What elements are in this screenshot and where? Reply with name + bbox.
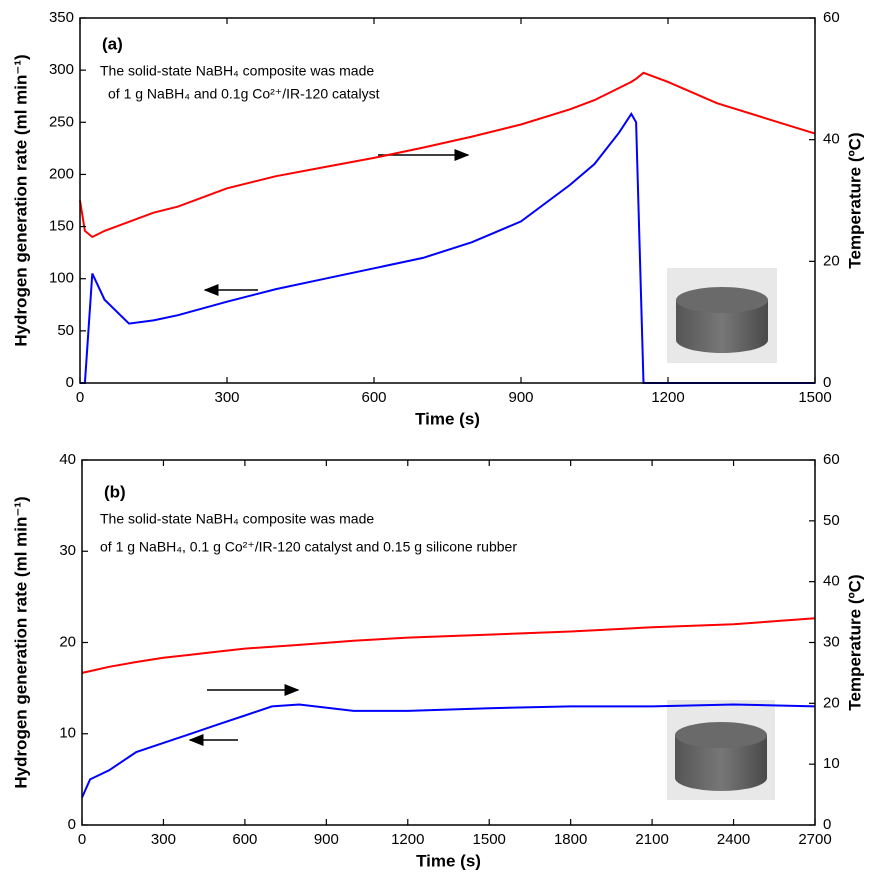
y2-tick-label: 0 xyxy=(823,374,831,391)
y-tick-label: 0 xyxy=(68,816,76,833)
x-tick-label: 600 xyxy=(361,389,386,406)
y2-axis-title: Temperature (ºC) xyxy=(845,574,864,710)
y2-tick-label: 10 xyxy=(823,755,840,772)
x-tick-label: 2700 xyxy=(798,831,831,848)
y2-tick-label: 0 xyxy=(823,816,831,833)
y-axis-title: Hydrogen generation rate (ml min⁻¹) xyxy=(11,54,30,346)
x-tick-label: 300 xyxy=(151,831,176,848)
y-tick-label: 30 xyxy=(59,542,76,559)
y2-tick-label: 40 xyxy=(823,573,840,590)
y2-tick-label: 60 xyxy=(823,451,840,468)
annotation: of 1 g NaBH₄ and 0.1g Co²⁺/IR-120 cataly… xyxy=(108,86,380,102)
x-tick-label: 900 xyxy=(508,389,533,406)
y2-tick-label: 20 xyxy=(823,694,840,711)
y-tick-label: 0 xyxy=(66,374,74,391)
data-line xyxy=(81,617,816,674)
x-tick-label: 0 xyxy=(78,831,86,848)
photo-inset xyxy=(667,268,777,363)
x-tick-label: 1200 xyxy=(391,831,424,848)
y2-tick-label: 20 xyxy=(823,252,840,269)
data-line xyxy=(81,703,816,799)
plot-frame xyxy=(79,17,816,384)
y2-tick-label: 50 xyxy=(823,512,840,529)
x-tick-label: 900 xyxy=(314,831,339,848)
y-tick-label: 200 xyxy=(49,165,74,182)
y-tick-label: 20 xyxy=(59,633,76,650)
x-tick-label: 1500 xyxy=(473,831,506,848)
annotation: The solid-state NaBH₄ composite was made xyxy=(100,63,374,79)
x-tick-label: 1800 xyxy=(554,831,587,848)
y2-tick-label: 40 xyxy=(823,131,840,148)
y-tick-label: 350 xyxy=(49,9,74,26)
x-tick-label: 1200 xyxy=(651,389,684,406)
panel-label: (b) xyxy=(104,482,126,501)
annotation: The solid-state NaBH₄ composite was made xyxy=(100,511,374,527)
photo-inset xyxy=(667,700,775,800)
x-tick-label: 2100 xyxy=(635,831,668,848)
y2-tick-label: 30 xyxy=(823,633,840,650)
x-axis-title: Time (s) xyxy=(415,409,480,428)
x-tick-label: 300 xyxy=(214,389,239,406)
y-tick-label: 250 xyxy=(49,113,74,130)
y-tick-label: 150 xyxy=(49,218,74,235)
x-tick-label: 1500 xyxy=(798,389,831,406)
y-tick-label: 40 xyxy=(59,451,76,468)
y2-tick-label: 60 xyxy=(823,9,840,26)
y-tick-label: 300 xyxy=(49,61,74,78)
annotation: of 1 g NaBH₄, 0.1 g Co²⁺/IR-120 catalyst… xyxy=(100,539,517,555)
y-axis-title: Hydrogen generation rate (ml min⁻¹) xyxy=(11,496,30,788)
x-tick-label: 0 xyxy=(76,389,84,406)
y2-axis-title: Temperature (ºC) xyxy=(845,132,864,268)
x-tick-label: 600 xyxy=(232,831,257,848)
x-axis-title: Time (s) xyxy=(416,851,481,870)
y-tick-label: 100 xyxy=(49,270,74,287)
panel-label: (a) xyxy=(102,34,123,53)
y-tick-label: 50 xyxy=(57,322,74,339)
x-tick-label: 2400 xyxy=(717,831,750,848)
data-line xyxy=(79,71,816,239)
y-tick-label: 10 xyxy=(59,725,76,742)
